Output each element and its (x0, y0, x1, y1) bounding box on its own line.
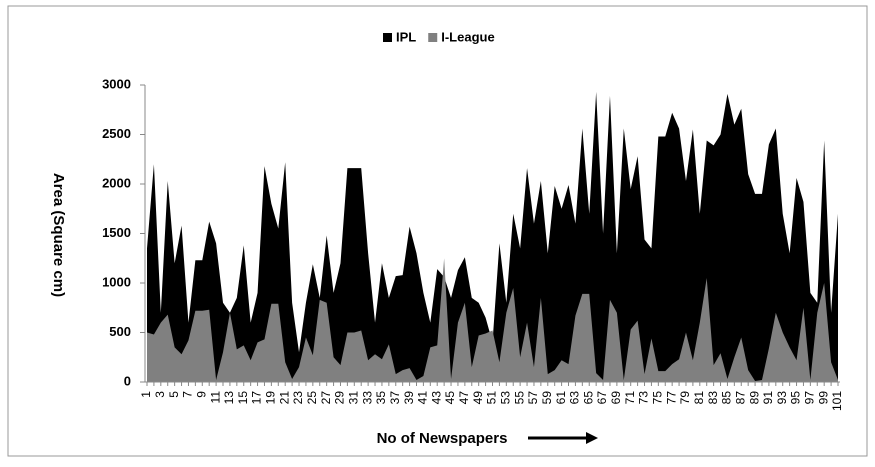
x-tick-label: 33 (360, 391, 374, 405)
y-tick-label: 3000 (102, 76, 131, 91)
x-tick-label: 27 (319, 391, 333, 405)
x-tick-label: 69 (609, 391, 623, 405)
y-axis-title: Area (Square cm) (50, 173, 67, 297)
x-tick-label: 39 (402, 391, 416, 405)
x-tick-label: 7 (181, 391, 195, 398)
x-tick-label: 87 (733, 391, 747, 405)
x-tick-label: 53 (498, 391, 512, 405)
arrow-head (586, 432, 598, 444)
x-tick-label: 11 (208, 391, 222, 404)
x-tick-label: 23 (291, 391, 305, 405)
x-tick-label: 65 (581, 391, 595, 405)
x-tick-label: 43 (429, 391, 443, 405)
legend-swatch (383, 33, 392, 42)
y-tick-label: 2000 (102, 175, 131, 190)
y-tick-label: 500 (109, 324, 131, 339)
x-tick-label: 51 (485, 391, 499, 405)
area (147, 258, 838, 382)
x-tick-label: 81 (692, 391, 706, 405)
x-tick-label: 21 (277, 391, 291, 405)
x-tick-label: 13 (222, 391, 236, 405)
x-tick-label: 75 (651, 391, 665, 405)
x-tick-label: 25 (305, 391, 319, 405)
x-tick-label: 29 (333, 391, 347, 405)
x-tick-label: 71 (623, 391, 637, 405)
x-tick-label: 93 (775, 391, 789, 405)
x-tick-label: 59 (540, 391, 554, 405)
x-tick-label: 9 (194, 391, 208, 398)
x-tick-label: 41 (416, 391, 430, 405)
x-tick-label: 55 (512, 391, 526, 405)
x-axis-title: No of Newspapers (377, 430, 508, 447)
x-tick-label: 79 (678, 391, 692, 405)
x-tick-label: 67 (595, 391, 609, 405)
y-tick-label: 1500 (102, 225, 131, 240)
x-tick-label: 19 (264, 391, 278, 405)
y-tick-label: 1000 (102, 274, 131, 289)
x-tick-label: 101 (830, 391, 844, 411)
x-tick-label: 73 (637, 391, 651, 405)
x-tick-label: 17 (250, 391, 264, 405)
x-tick-label: 1 (139, 391, 153, 398)
y-tick-label: 0 (124, 373, 131, 388)
x-tick-label: 37 (388, 391, 402, 405)
x-tick-label: 61 (554, 391, 568, 405)
x-tick-label: 45 (443, 391, 457, 405)
x-tick-label: 3 (153, 391, 167, 398)
x-tick-label: 49 (471, 391, 485, 405)
x-tick-label: 83 (706, 391, 720, 405)
legend-swatch (428, 33, 438, 42)
x-tick-label: 77 (664, 391, 678, 405)
x-tick-label: 89 (747, 391, 761, 405)
x-tick-label: 91 (761, 391, 775, 405)
x-tick-label: 57 (526, 391, 540, 405)
x-tick-label: 97 (803, 391, 817, 405)
x-tick-label: 99 (816, 391, 830, 405)
x-tick-label: 15 (236, 391, 250, 405)
x-tick-label: 85 (720, 391, 734, 405)
x-tick-label: 35 (374, 391, 388, 405)
y-tick-label: 2500 (102, 126, 131, 141)
legend-label: IPL (396, 29, 416, 44)
x-tick-label: 63 (568, 391, 582, 405)
x-tick-label: 95 (789, 391, 803, 405)
x-tick-label: 31 (346, 391, 360, 405)
x-tick-label: 47 (457, 391, 471, 405)
x-tick-label: 5 (167, 391, 181, 398)
legend-label: I-League (441, 29, 494, 44)
